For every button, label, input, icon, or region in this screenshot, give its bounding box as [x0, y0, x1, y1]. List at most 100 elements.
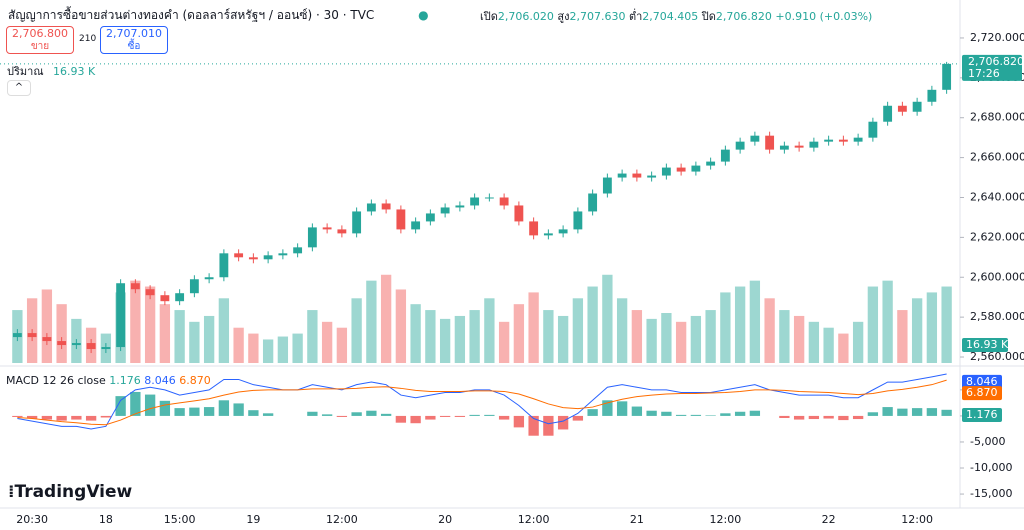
volume-tag-bg	[962, 338, 1008, 352]
buy-button[interactable]: 2,707.010 ซื้อ	[100, 26, 168, 54]
macd-hist-bar	[557, 415, 569, 430]
candle-body	[204, 277, 214, 280]
volume-bar	[852, 321, 864, 363]
candle-body	[411, 221, 421, 230]
macd_signal_value-tag-bg	[962, 386, 1002, 401]
macd-hist-bar	[631, 406, 643, 416]
change: +0.910 (+0.03%)	[775, 10, 873, 23]
candle-body	[750, 135, 760, 142]
macd-hist-bar	[926, 408, 938, 416]
candle-body	[558, 229, 568, 234]
macd-hist-bar	[41, 415, 53, 420]
volume-bar	[616, 298, 628, 363]
volume-bar	[705, 310, 716, 363]
macd-tick-label: -10,000	[970, 461, 1012, 474]
candle-body	[116, 283, 126, 348]
macd-hist-bar	[366, 410, 377, 416]
candle-body	[765, 135, 775, 150]
volume-bar	[926, 292, 938, 363]
volume-bar	[661, 313, 672, 363]
macd-legend: MACD 12 26 close 1.176 8.046 6.870	[6, 374, 211, 387]
volume-tag: 16.93 K	[966, 338, 1009, 351]
candle-body	[602, 177, 612, 194]
buy-label: ซื้อ	[127, 41, 141, 52]
volume-bar	[262, 339, 274, 363]
candle-body	[484, 197, 494, 199]
volume-bar	[602, 274, 613, 363]
volume-bar	[779, 310, 790, 363]
logo: ⁞TradingView	[8, 482, 133, 502]
candle-body	[573, 211, 583, 230]
candle-body	[470, 197, 480, 206]
candle-body	[543, 233, 553, 236]
macd-hist-bar	[71, 415, 82, 420]
candle-body	[514, 205, 524, 222]
macd-hist-bar	[897, 408, 908, 416]
macd-hist-bar	[85, 415, 97, 421]
macd-hist-bar	[587, 409, 598, 416]
candle-body	[27, 333, 37, 338]
volume-bar	[425, 310, 436, 363]
candle-body	[322, 227, 332, 230]
candle-body	[278, 253, 288, 256]
macd_value-tag: 8.046	[966, 375, 998, 388]
macd-tick-label: -15,000	[970, 487, 1012, 500]
macd-hist-bar	[749, 410, 761, 416]
macd-hist-bar	[218, 400, 230, 416]
macd-hist-bar	[469, 414, 480, 416]
volume-bar	[720, 292, 731, 363]
candle-body	[86, 343, 96, 350]
volume-bar	[395, 289, 407, 363]
candle-body	[735, 141, 745, 150]
macd-hist-bar	[543, 415, 554, 436]
volume-bar	[218, 298, 230, 363]
candle-body	[838, 139, 848, 142]
candle-body	[588, 193, 598, 212]
volume-bar	[159, 304, 171, 363]
candle-body	[71, 343, 81, 346]
candle-body	[101, 347, 111, 350]
macd-hist-bar	[616, 401, 628, 416]
high-label: สูง	[557, 10, 570, 23]
candle-body	[691, 165, 701, 172]
volume-bar	[587, 286, 598, 363]
candle-body	[219, 253, 229, 278]
sell-button[interactable]: 2,706.800 ขาย	[6, 26, 74, 54]
volume-label: ปริมาณ	[7, 65, 44, 78]
macd-hist-bar	[941, 409, 952, 416]
macd-hist-bar	[336, 415, 348, 417]
close-value: 2,706.820	[715, 10, 772, 23]
volume-value: 16.93 K	[53, 65, 96, 78]
candle-body	[381, 203, 391, 210]
candle-body	[130, 283, 140, 290]
logo-text: TradingView	[14, 482, 133, 502]
low-value: 2,704.405	[642, 10, 699, 23]
macd-hist-bar	[734, 411, 746, 416]
price-tick-label: 2,680.000	[970, 111, 1024, 124]
volume-bar	[351, 298, 362, 363]
price-tick-label: 2,640.000	[970, 190, 1024, 203]
candle-body	[57, 341, 67, 346]
macd-hist-bar	[395, 415, 407, 423]
candle-body	[927, 89, 937, 102]
macd-hist-bar	[646, 410, 657, 416]
volume-bar	[646, 318, 657, 363]
sell-label: ขาย	[30, 41, 50, 52]
candle-body	[42, 337, 52, 342]
candle-body	[455, 205, 465, 208]
low-label: ต่ำ	[628, 10, 643, 23]
volume-bar	[897, 310, 908, 363]
candle-body	[912, 101, 922, 112]
macd-value: 8.046	[144, 374, 176, 387]
macd-hist-bar	[159, 400, 171, 416]
price-tick-label: 2,660.000	[970, 151, 1024, 164]
macd-hist-bar	[233, 403, 244, 416]
volume-bar	[248, 333, 259, 363]
volume-bar	[838, 333, 849, 363]
macd-hist-bar	[498, 415, 510, 420]
volume-bar	[484, 298, 495, 363]
time-label: 12:00	[518, 513, 550, 526]
collapse-button[interactable]: ^	[7, 80, 31, 96]
